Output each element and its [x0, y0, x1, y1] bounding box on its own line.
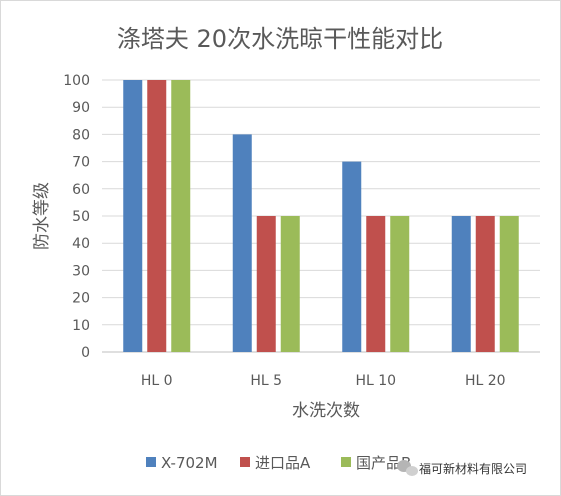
x-tick-label: HL 0: [141, 373, 173, 389]
legend-swatch: [341, 457, 351, 467]
bar: [123, 80, 143, 352]
y-tick-label: 30: [72, 263, 90, 279]
bars: [123, 80, 519, 352]
wechat-icon: [397, 460, 418, 476]
bar: [280, 216, 300, 352]
y-tick-label: 0: [81, 345, 90, 361]
bar: [147, 80, 167, 352]
legend-swatch: [146, 457, 156, 467]
chart-title: 涤塔夫 20次水洗晾干性能对比: [117, 25, 443, 53]
y-tick-label: 50: [72, 209, 90, 225]
x-tick-label: HL 20: [465, 373, 506, 389]
bar: [475, 216, 495, 352]
y-tick-label: 40: [72, 236, 90, 252]
bar: [390, 216, 410, 352]
bar: [256, 216, 276, 352]
legend-swatch: [240, 457, 250, 467]
y-tick-label: 10: [72, 318, 90, 334]
bar: [451, 216, 471, 352]
x-axis-ticks: HL 0 HL 5 HL 10 HL 20: [141, 373, 506, 389]
y-tick-label: 60: [72, 182, 90, 198]
bar: [342, 161, 362, 352]
y-tick-label: 20: [72, 291, 90, 307]
x-tick-label: HL 10: [355, 373, 396, 389]
y-tick-label: 90: [72, 100, 90, 116]
bar: [171, 80, 191, 352]
y-axis-label: 防水等级: [32, 182, 52, 250]
bar: [499, 216, 519, 352]
y-tick-label: 70: [72, 155, 90, 171]
bar: [232, 134, 252, 352]
watermark: 福可新材料有限公司: [397, 460, 527, 476]
x-tick-label: HL 5: [250, 373, 282, 389]
legend-label: X-702M: [161, 454, 218, 472]
x-axis-label: 水洗次数: [292, 401, 360, 421]
y-tick-label: 80: [72, 127, 90, 143]
bar: [366, 216, 386, 352]
legend-label: 进口品A: [255, 454, 311, 472]
watermark-text: 福可新材料有限公司: [419, 461, 527, 476]
legend: X-702M 进口品A 国产品B: [146, 454, 411, 472]
y-axis-ticks: 0 10 20 30 40 50 60 70 80 90 100: [63, 73, 90, 361]
y-tick-label: 100: [63, 73, 90, 89]
